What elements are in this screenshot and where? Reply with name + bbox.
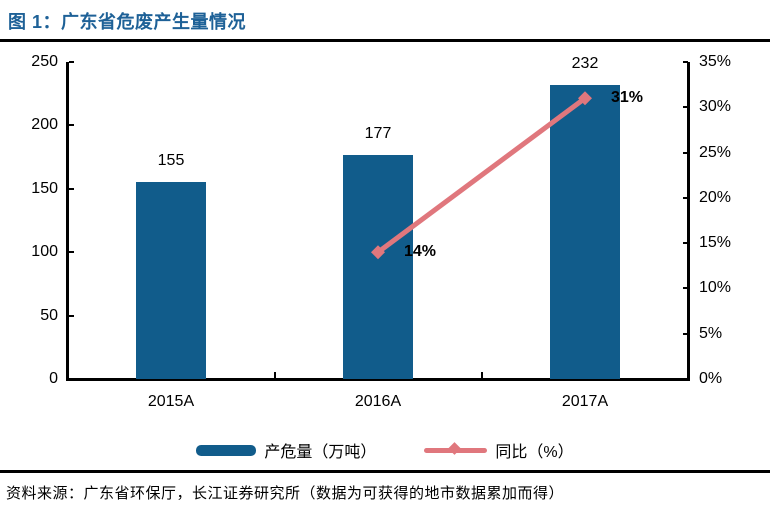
left-axis-tick-label: 50 — [40, 306, 58, 324]
right-axis-tick-label: 10% — [699, 279, 732, 297]
right-axis-tick-label: 5% — [699, 324, 723, 342]
left-axis-tick — [68, 61, 74, 63]
right-axis-tick — [682, 151, 688, 154]
bar-value-label: 155 — [157, 152, 185, 170]
left-axis-tick — [68, 314, 74, 317]
left-axis-tick — [68, 251, 74, 254]
line-point-label: 31% — [611, 89, 644, 107]
right-axis-tick-label: 35% — [699, 53, 732, 70]
category-label: 2015A — [147, 393, 195, 410]
category-label: 2017A — [561, 393, 609, 410]
right-axis-tick-label: 25% — [699, 143, 732, 161]
legend-item-line-series: 同比（%） — [424, 438, 574, 462]
right-axis-tick-label: 0% — [699, 370, 723, 387]
line-point-label: 14% — [404, 243, 437, 261]
left-axis-tick-label: 0 — [49, 370, 58, 387]
bar-series-label: 产危量（万吨） — [264, 444, 377, 461]
right-axis-tick — [682, 242, 688, 245]
x-axis-line — [66, 378, 690, 381]
right-axis-tick-label: 15% — [699, 234, 732, 252]
left-axis-tick — [68, 124, 74, 127]
left-axis-tick — [68, 378, 74, 380]
bar — [550, 84, 620, 379]
title-divider-rule — [0, 39, 770, 42]
left-axis-line — [66, 62, 69, 381]
left-axis-tick — [68, 187, 74, 190]
right-axis-tick-label: 30% — [699, 98, 732, 116]
bar-series-swatch — [196, 444, 257, 456]
x-axis-tick — [273, 372, 276, 378]
right-axis-line — [687, 62, 690, 381]
line-series-swatch — [424, 442, 488, 455]
chart-legend: 产危量（万吨） 同比（%） — [0, 438, 770, 462]
x-axis-tick — [480, 372, 483, 378]
right-axis-tick — [682, 332, 688, 335]
source-note: 资料来源：广东省环保厅，长江证券研究所（数据为可获得的地市数据累加而得） — [6, 485, 565, 502]
right-axis-tick — [682, 378, 688, 380]
left-axis-tick-label: 250 — [31, 53, 58, 70]
right-axis-tick — [682, 106, 688, 109]
bar-value-label: 177 — [364, 124, 392, 142]
bar — [343, 154, 413, 379]
source-divider-rule — [0, 470, 770, 473]
right-axis-tick — [682, 287, 688, 290]
line-series-marker-icon — [448, 442, 462, 455]
line-series-label: 同比（%） — [495, 444, 574, 461]
right-axis-tick — [682, 61, 688, 63]
bar-value-label: 232 — [571, 54, 599, 72]
figure-title: 图 1：广东省危废产生量情况 — [8, 12, 247, 32]
right-axis-tick — [682, 196, 688, 199]
right-axis-tick-label: 20% — [699, 188, 732, 206]
left-axis-tick-label: 100 — [31, 243, 58, 261]
left-axis-tick-label: 200 — [31, 116, 58, 134]
legend-item-bar-series: 产危量（万吨） — [196, 438, 376, 462]
category-label: 2016A — [354, 393, 402, 410]
bar — [136, 182, 206, 379]
left-axis-tick-label: 150 — [31, 179, 58, 197]
